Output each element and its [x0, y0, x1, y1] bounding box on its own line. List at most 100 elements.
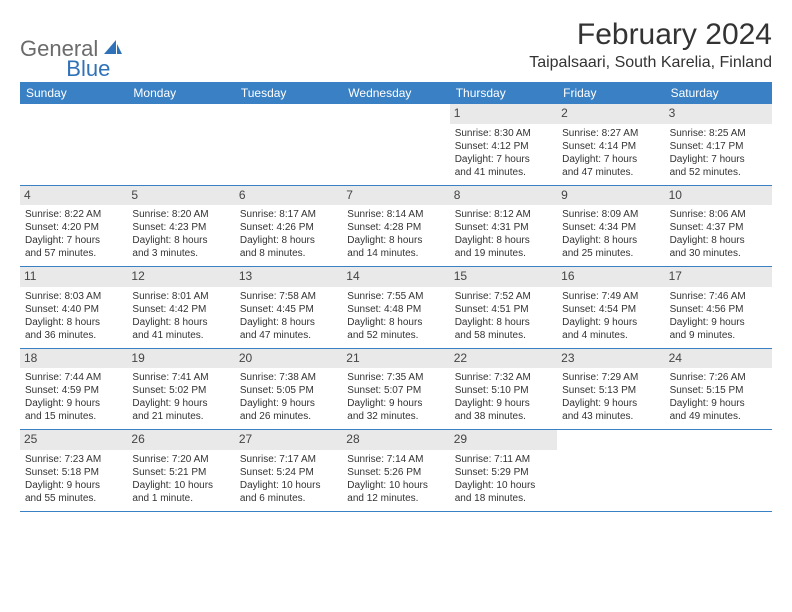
- page-header: General Blue February 2024 Taipalsaari, …: [20, 18, 772, 72]
- day-sunset: Sunset: 5:05 PM: [240, 384, 337, 397]
- weekday-header-tuesday: Tuesday: [235, 82, 342, 104]
- empty-cell: [127, 104, 234, 185]
- day-d1: Daylight: 10 hours: [240, 479, 337, 492]
- weekday-header-wednesday: Wednesday: [342, 82, 449, 104]
- empty-cell: [342, 104, 449, 185]
- day-d1: Daylight: 8 hours: [25, 316, 122, 329]
- day-sunrise: Sunrise: 8:12 AM: [455, 208, 552, 221]
- day-cell-17: 17Sunrise: 7:46 AMSunset: 4:56 PMDayligh…: [665, 267, 772, 348]
- day-cell-12: 12Sunrise: 8:01 AMSunset: 4:42 PMDayligh…: [127, 267, 234, 348]
- day-cell-10: 10Sunrise: 8:06 AMSunset: 4:37 PMDayligh…: [665, 186, 772, 267]
- day-cell-11: 11Sunrise: 8:03 AMSunset: 4:40 PMDayligh…: [20, 267, 127, 348]
- day-d1: Daylight: 8 hours: [347, 316, 444, 329]
- day-d2: and 8 minutes.: [240, 247, 337, 260]
- day-d2: and 30 minutes.: [670, 247, 767, 260]
- day-sunset: Sunset: 5:24 PM: [240, 466, 337, 479]
- day-cell-20: 20Sunrise: 7:38 AMSunset: 5:05 PMDayligh…: [235, 349, 342, 430]
- day-d2: and 6 minutes.: [240, 492, 337, 505]
- day-sunset: Sunset: 5:07 PM: [347, 384, 444, 397]
- weekday-header-sunday: Sunday: [20, 82, 127, 104]
- day-d2: and 3 minutes.: [132, 247, 229, 260]
- day-d2: and 25 minutes.: [562, 247, 659, 260]
- day-d1: Daylight: 9 hours: [670, 397, 767, 410]
- day-number: 15: [450, 267, 557, 287]
- weekday-header-row: SundayMondayTuesdayWednesdayThursdayFrid…: [20, 82, 772, 104]
- day-sunset: Sunset: 4:12 PM: [455, 140, 552, 153]
- day-d2: and 21 minutes.: [132, 410, 229, 423]
- day-sunset: Sunset: 4:20 PM: [25, 221, 122, 234]
- day-sunset: Sunset: 5:02 PM: [132, 384, 229, 397]
- day-sunrise: Sunrise: 8:30 AM: [455, 127, 552, 140]
- day-sunrise: Sunrise: 7:38 AM: [240, 371, 337, 384]
- day-number: 10: [665, 186, 772, 206]
- day-cell-5: 5Sunrise: 8:20 AMSunset: 4:23 PMDaylight…: [127, 186, 234, 267]
- day-sunrise: Sunrise: 7:17 AM: [240, 453, 337, 466]
- day-cell-16: 16Sunrise: 7:49 AMSunset: 4:54 PMDayligh…: [557, 267, 664, 348]
- day-d2: and 26 minutes.: [240, 410, 337, 423]
- day-d1: Daylight: 9 hours: [455, 397, 552, 410]
- day-sunrise: Sunrise: 7:35 AM: [347, 371, 444, 384]
- day-sunset: Sunset: 4:40 PM: [25, 303, 122, 316]
- empty-cell: [20, 104, 127, 185]
- day-sunrise: Sunrise: 7:26 AM: [670, 371, 767, 384]
- day-number: 8: [450, 186, 557, 206]
- day-d1: Daylight: 10 hours: [347, 479, 444, 492]
- week-row: 1Sunrise: 8:30 AMSunset: 4:12 PMDaylight…: [20, 104, 772, 186]
- day-sunrise: Sunrise: 8:14 AM: [347, 208, 444, 221]
- day-number: 4: [20, 186, 127, 206]
- day-sunset: Sunset: 4:54 PM: [562, 303, 659, 316]
- calendar: SundayMondayTuesdayWednesdayThursdayFrid…: [20, 82, 772, 512]
- day-d2: and 47 minutes.: [240, 329, 337, 342]
- day-d1: Daylight: 10 hours: [455, 479, 552, 492]
- week-row: 11Sunrise: 8:03 AMSunset: 4:40 PMDayligh…: [20, 267, 772, 349]
- weekday-header-saturday: Saturday: [665, 82, 772, 104]
- day-sunrise: Sunrise: 7:52 AM: [455, 290, 552, 303]
- day-sunset: Sunset: 4:23 PM: [132, 221, 229, 234]
- day-sunrise: Sunrise: 8:17 AM: [240, 208, 337, 221]
- day-sunset: Sunset: 5:21 PM: [132, 466, 229, 479]
- day-d1: Daylight: 8 hours: [455, 234, 552, 247]
- day-cell-13: 13 Sunrise: 7:58 AMSunset: 4:45 PMDayligh…: [235, 267, 342, 348]
- day-d1: Daylight: 9 hours: [670, 316, 767, 329]
- day-sunrise: Sunrise: 8:03 AM: [25, 290, 122, 303]
- day-sunset: Sunset: 4:45 PM: [240, 303, 337, 316]
- day-sunset: Sunset: 5:26 PM: [347, 466, 444, 479]
- day-sunset: Sunset: 4:17 PM: [670, 140, 767, 153]
- day-sunrise: Sunrise: 8:06 AM: [670, 208, 767, 221]
- day-d2: and 1 minute.: [132, 492, 229, 505]
- day-sunrise: Sunrise: 8:25 AM: [670, 127, 767, 140]
- day-sunrise: Sunrise: 7:49 AM: [562, 290, 659, 303]
- day-cell-2: 2Sunrise: 8:27 AMSunset: 4:14 PMDaylight…: [557, 104, 664, 185]
- day-d1: Daylight: 8 hours: [347, 234, 444, 247]
- day-d2: and 41 minutes.: [132, 329, 229, 342]
- day-sunset: Sunset: 4:42 PM: [132, 303, 229, 316]
- day-number: 18: [20, 349, 127, 369]
- logo: General Blue: [20, 18, 148, 72]
- day-sunrise: Sunrise: 7:32 AM: [455, 371, 552, 384]
- day-number: 1: [450, 104, 557, 124]
- day-d2: and 14 minutes.: [347, 247, 444, 260]
- day-number: 13: [235, 267, 342, 287]
- day-sunrise: Sunrise: 7:58 AM: [240, 290, 337, 303]
- day-d1: Daylight: 9 hours: [25, 397, 122, 410]
- day-number: 19: [127, 349, 234, 369]
- day-d1: Daylight: 8 hours: [132, 234, 229, 247]
- day-d1: Daylight: 8 hours: [240, 316, 337, 329]
- day-d2: and 41 minutes.: [455, 166, 552, 179]
- day-d1: Daylight: 9 hours: [25, 479, 122, 492]
- day-number: 25: [20, 430, 127, 450]
- day-cell-24: 24Sunrise: 7:26 AMSunset: 5:15 PMDayligh…: [665, 349, 772, 430]
- day-d1: Daylight: 8 hours: [670, 234, 767, 247]
- day-d1: Daylight: 9 hours: [132, 397, 229, 410]
- day-d2: and 32 minutes.: [347, 410, 444, 423]
- day-number: 29: [450, 430, 557, 450]
- day-cell-9: 9Sunrise: 8:09 AMSunset: 4:34 PMDaylight…: [557, 186, 664, 267]
- weekday-header-monday: Monday: [127, 82, 234, 104]
- day-cell-15: 15Sunrise: 7:52 AMSunset: 4:51 PMDayligh…: [450, 267, 557, 348]
- day-sunrise: Sunrise: 7:29 AM: [562, 371, 659, 384]
- day-d2: and 52 minutes.: [670, 166, 767, 179]
- day-number: 22: [450, 349, 557, 369]
- day-number: 14: [342, 267, 449, 287]
- day-number: 7: [342, 186, 449, 206]
- day-sunrise: Sunrise: 7:23 AM: [25, 453, 122, 466]
